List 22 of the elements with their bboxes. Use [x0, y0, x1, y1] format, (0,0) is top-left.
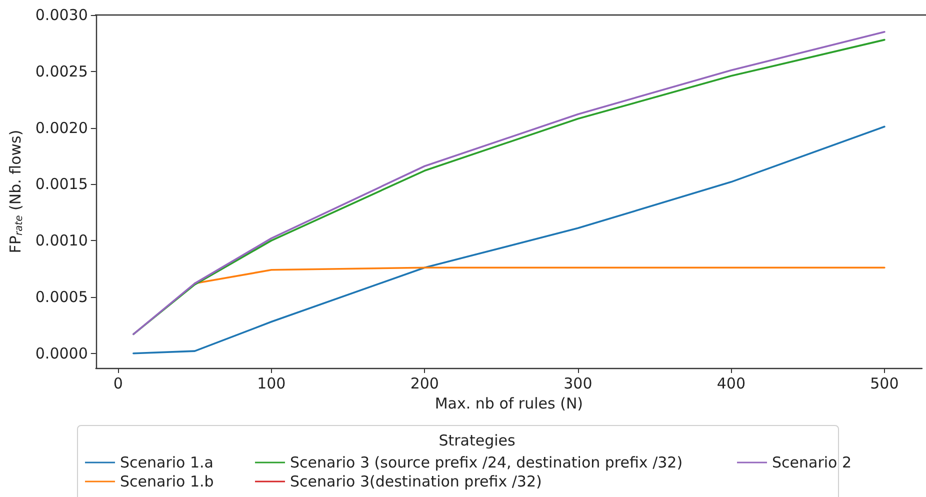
x-tick-label: 100 [257, 374, 286, 392]
legend-label: Scenario 2 [772, 454, 852, 472]
y-tick-label: 0.0015 [35, 175, 88, 194]
legend-label: Scenario 1.b [120, 472, 214, 490]
x-tick-label: 0 [113, 374, 123, 392]
legend-label: Scenario 3(destination prefix /32) [290, 472, 542, 490]
legend-label: Scenario 1.a [120, 454, 214, 472]
y-tick-label: 0.0025 [35, 62, 88, 80]
x-tick-label: 200 [410, 374, 439, 392]
x-tick-label: 400 [716, 374, 746, 392]
y-tick-label: 0.0010 [35, 232, 88, 250]
x-tick-label: 500 [870, 374, 899, 392]
y-tick-label: 0.0030 [35, 6, 88, 24]
legend-title: Strategies [438, 432, 516, 450]
y-axis-title: FPrate (Nb. flows) [6, 130, 25, 254]
y-tick-label: 0.0005 [35, 288, 88, 306]
x-axis-title: Max. nb of rules (N) [434, 394, 584, 412]
x-tick-label: 300 [564, 374, 592, 392]
y-tick-label: 0.0020 [35, 118, 88, 137]
line-series [132, 126, 886, 354]
legend-label: Scenario 3 (source prefix /24, destination prefix /32) [290, 454, 683, 472]
y-tick-label: 0.0000 [35, 344, 88, 362]
